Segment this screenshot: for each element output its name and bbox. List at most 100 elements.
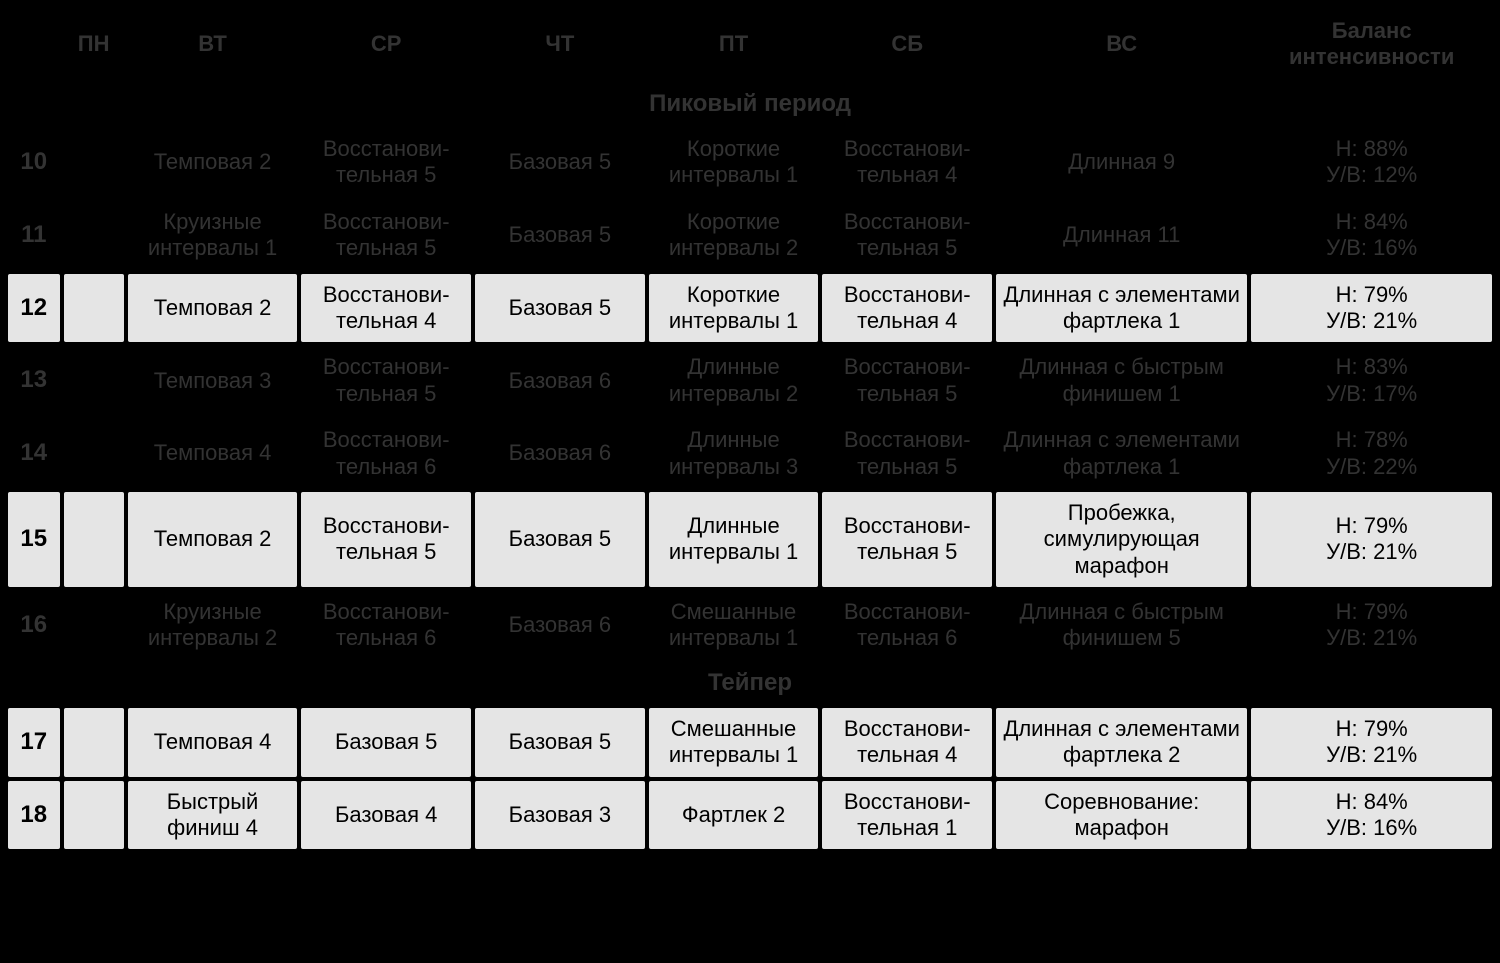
cell-sat: Восстанови­тельная 4 xyxy=(822,128,992,197)
cell-thu: Базовая 5 xyxy=(475,128,645,197)
balance-high: У/В: 21% xyxy=(1255,742,1488,768)
cell-tue: Темповая 2 xyxy=(128,128,298,197)
cell-mon xyxy=(64,492,124,587)
cell-mon xyxy=(64,274,124,343)
cell-balance: Н: 79%У/В: 21% xyxy=(1251,708,1492,777)
cell-fri: Фартлек 2 xyxy=(649,781,819,850)
week-number: 13 xyxy=(8,346,60,415)
cell-balance: Н: 84%У/В: 16% xyxy=(1251,781,1492,850)
week-number: 18 xyxy=(8,781,60,850)
table-header: ПН ВТ СР ЧТ ПТ СБ ВС Баланс интенсивност… xyxy=(8,8,1492,80)
cell-thu: Базовая 5 xyxy=(475,492,645,587)
cell-fri: Длинные интервалы 1 xyxy=(649,492,819,587)
table-body: Пиковый период10Темповая 2Восстанови­тел… xyxy=(8,84,1492,849)
balance-high: У/В: 21% xyxy=(1255,539,1488,565)
cell-sat: Восстанови­тельная 4 xyxy=(822,274,992,343)
cell-thu: Базовая 6 xyxy=(475,419,645,488)
week-number: 14 xyxy=(8,419,60,488)
balance-low: Н: 84% xyxy=(1255,209,1488,235)
cell-fri: Смешанные интервалы 1 xyxy=(649,708,819,777)
week-number: 12 xyxy=(8,274,60,343)
cell-wed: Восстанови­тельная 6 xyxy=(301,591,471,660)
cell-tue: Темповая 2 xyxy=(128,492,298,587)
cell-sun: Длинная с элементами фартлека 1 xyxy=(996,274,1247,343)
cell-sun: Длинная с элементами фартлека 2 xyxy=(996,708,1247,777)
cell-tue: Быстрый финиш 4 xyxy=(128,781,298,850)
cell-thu: Базовая 5 xyxy=(475,274,645,343)
balance-high: У/В: 16% xyxy=(1255,815,1488,841)
table-row: 12 Темповая 2 Восстанови­тельная 4 Базовая … xyxy=(8,274,1492,343)
balance-low: Н: 84% xyxy=(1255,789,1488,815)
cell-wed: Восстанови­тельная 5 xyxy=(301,492,471,587)
balance-high: У/В: 22% xyxy=(1255,454,1488,480)
cell-fri: Длинные интервалы 3 xyxy=(649,419,819,488)
section-title: Тейпер xyxy=(8,664,1492,704)
balance-high: У/В: 21% xyxy=(1255,308,1488,334)
cell-wed: Восстанови­тельная 5 xyxy=(301,128,471,197)
week-number: 16 xyxy=(8,591,60,660)
cell-fri: Короткие интервалы 1 xyxy=(649,128,819,197)
table-row: 10 Темповая 2Восстанови­тельная 5Базовая … xyxy=(8,128,1492,197)
table-row: 16Круизные интервалы 2Восстанови­тельная… xyxy=(8,591,1492,660)
header-week xyxy=(8,8,60,80)
cell-mon xyxy=(64,201,124,270)
cell-sun: Соревнование: марафон xyxy=(996,781,1247,850)
table-row: 11Круизные интервалы 1Восстанови­тельная… xyxy=(8,201,1492,270)
cell-fri: Длинные интервалы 2 xyxy=(649,346,819,415)
week-number: 10 xyxy=(8,128,60,197)
cell-thu: Базовая 6 xyxy=(475,346,645,415)
cell-balance: Н: 78%У/В: 22% xyxy=(1251,419,1492,488)
cell-thu: Базовая 5 xyxy=(475,708,645,777)
cell-fri: Короткие интервалы 2 xyxy=(649,201,819,270)
balance-high: У/В: 21% xyxy=(1255,625,1488,651)
header-mon: ПН xyxy=(64,8,124,80)
balance-low: Н: 78% xyxy=(1255,427,1488,453)
header-tue: ВТ xyxy=(128,8,298,80)
cell-wed: Восстанови­тельная 5 xyxy=(301,201,471,270)
week-number: 11 xyxy=(8,201,60,270)
cell-sat: Восстанови­тельная 6 xyxy=(822,591,992,660)
training-plan-table: ПН ВТ СР ЧТ ПТ СБ ВС Баланс интенсивност… xyxy=(4,4,1496,853)
cell-sat: Восстанови­тельная 5 xyxy=(822,346,992,415)
cell-sat: Восстанови­тельная 5 xyxy=(822,419,992,488)
cell-sun: Длинная 9 xyxy=(996,128,1247,197)
cell-sun: Длинная с быст­рым финишем 5 xyxy=(996,591,1247,660)
balance-high: У/В: 12% xyxy=(1255,162,1488,188)
section-header-row: Тейпер xyxy=(8,664,1492,704)
cell-balance: Н: 84%У/В: 16% xyxy=(1251,201,1492,270)
balance-low: Н: 79% xyxy=(1255,716,1488,742)
cell-balance: Н: 83%У/В: 17% xyxy=(1251,346,1492,415)
header-balance: Баланс интенсивности xyxy=(1251,8,1492,80)
cell-thu: Базовая 6 xyxy=(475,591,645,660)
cell-mon xyxy=(64,591,124,660)
cell-sun: Длинная с быстрым финишем 1 xyxy=(996,346,1247,415)
cell-sat: Восстанови­тельная 1 xyxy=(822,781,992,850)
cell-sat: Восстанови­тельная 5 xyxy=(822,201,992,270)
balance-high: У/В: 16% xyxy=(1255,235,1488,261)
cell-wed: Базовая 5 xyxy=(301,708,471,777)
cell-fri: Короткие интервалы 1 xyxy=(649,274,819,343)
cell-wed: Восстанови­тельная 6 xyxy=(301,419,471,488)
cell-sun: Пробежка, симулирующая марафон xyxy=(996,492,1247,587)
cell-tue: Круизные интервалы 2 xyxy=(128,591,298,660)
cell-mon xyxy=(64,419,124,488)
cell-mon xyxy=(64,708,124,777)
cell-sat: Восстанови­тельная 5 xyxy=(822,492,992,587)
cell-wed: Восстанови­тельная 5 xyxy=(301,346,471,415)
balance-low: Н: 83% xyxy=(1255,354,1488,380)
header-sun: ВС xyxy=(996,8,1247,80)
header-wed: СР xyxy=(301,8,471,80)
cell-tue: Темповая 4 xyxy=(128,708,298,777)
week-number: 15 xyxy=(8,492,60,587)
cell-balance: Н: 79%У/В: 21% xyxy=(1251,274,1492,343)
table-row: 15Темповая 2Восстанови­тельная 5Базовая … xyxy=(8,492,1492,587)
table-row: 13Темповая 3Восстанови­тельная 5Базовая … xyxy=(8,346,1492,415)
cell-balance: Н: 88%У/В: 12% xyxy=(1251,128,1492,197)
cell-tue: Темповая 4 xyxy=(128,419,298,488)
cell-mon xyxy=(64,128,124,197)
section-header-row: Пиковый период xyxy=(8,84,1492,124)
cell-balance: Н: 79%У/В: 21% xyxy=(1251,492,1492,587)
cell-tue: Темповая 2 xyxy=(128,274,298,343)
table-row: 18Быстрый финиш 4Базовая 4Базовая 3Фартл… xyxy=(8,781,1492,850)
balance-low: Н: 79% xyxy=(1255,282,1488,308)
